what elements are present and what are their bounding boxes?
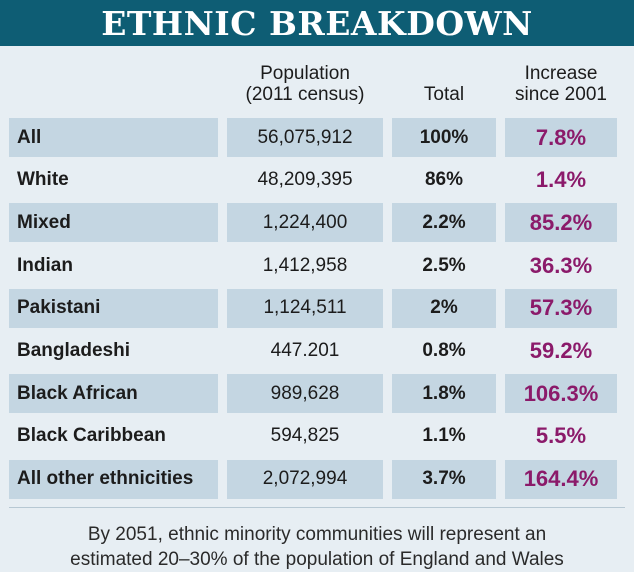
cell-increase: 1.4% [535, 167, 587, 193]
cell-population: 989,628 [227, 374, 383, 414]
cell-increase: 164.4% [505, 459, 617, 499]
header-increase: Increase since 2001 [505, 63, 617, 105]
footnote-line1: By 2051, ethnic minority communities wil… [87, 523, 547, 545]
table-row: Bangladeshi 447.201 0.8% 59.2% [9, 331, 625, 370]
cell-population: 56,075,912 [227, 118, 383, 157]
table-row: Black African 989,628 1.8% 106.3% [9, 374, 625, 414]
cell-population: 1,412,958 [262, 254, 348, 276]
cell-population: 447.201 [270, 339, 340, 361]
cell-increase: 85.2% [505, 203, 617, 243]
cell-total: 2% [392, 288, 496, 328]
cell-group: White [17, 169, 69, 191]
table-row: Indian 1,412,958 2.5% 36.3% [9, 246, 625, 285]
title-bar: ETHNIC BREAKDOWN [0, 0, 634, 46]
cell-group: Indian [17, 254, 73, 276]
table-row: White 48,209,395 86% 1.4% [9, 161, 625, 200]
cell-population: 1,124,511 [227, 288, 383, 328]
cell-group: Mixed [9, 203, 218, 243]
header-population: Population (2011 census) [227, 63, 383, 105]
cell-population: 594,825 [270, 425, 340, 447]
cell-total: 0.8% [422, 339, 466, 361]
cell-total: 3.7% [392, 459, 496, 499]
chart-title: ETHNIC BREAKDOWN [101, 3, 533, 43]
footnote-divider [9, 506, 625, 508]
header-population-line2: (2011 census) [245, 84, 365, 105]
cell-total: 1.1% [422, 425, 466, 447]
cell-increase: 5.5% [535, 423, 587, 449]
table-row: Mixed 1,224,400 2.2% 85.2% [9, 203, 625, 243]
cell-group: Black Caribbean [17, 425, 166, 447]
header-increase-line1: Increase [524, 63, 598, 84]
cell-group: Bangladeshi [17, 339, 130, 361]
footnote: By 2051, ethnic minority communities wil… [0, 522, 634, 572]
cell-increase: 59.2% [529, 337, 593, 363]
table-row: All other ethnicities 2,072,994 3.7% 164… [9, 459, 625, 499]
cell-increase: 106.3% [505, 374, 617, 414]
cell-group: All other ethnicities [9, 459, 218, 499]
cell-total: 86% [424, 169, 464, 191]
table-row: Pakistani 1,124,511 2% 57.3% [9, 288, 625, 328]
footnote-line2: estimated 20–30% of the population of En… [70, 548, 564, 570]
cell-total: 100% [392, 118, 496, 157]
cell-increase: 36.3% [529, 252, 593, 278]
table-row: Black Caribbean 594,825 1.1% 5.5% [9, 417, 625, 456]
cell-increase: 57.3% [505, 288, 617, 328]
cell-group: All [9, 118, 218, 157]
table-header: Population (2011 census) Total Increase … [9, 54, 625, 114]
cell-population: 2,072,994 [227, 459, 383, 499]
cell-increase: 7.8% [505, 118, 617, 157]
header-total: Total [392, 63, 496, 105]
header-total-label: Total [423, 84, 465, 105]
cell-total: 1.8% [392, 374, 496, 414]
cell-population: 1,224,400 [227, 203, 383, 243]
cell-total: 2.2% [392, 203, 496, 243]
table-body: All 56,075,912 100% 7.8% White 48,209,39… [9, 118, 625, 499]
header-increase-line2: since 2001 [515, 84, 607, 105]
data-table: Population (2011 census) Total Increase … [0, 46, 634, 499]
table-row: All 56,075,912 100% 7.8% [9, 118, 625, 157]
header-population-line1: Population [260, 63, 350, 84]
cell-group: Black African [9, 374, 218, 414]
cell-total: 2.5% [422, 254, 466, 276]
cell-group: Pakistani [9, 288, 218, 328]
cell-population: 48,209,395 [257, 169, 353, 191]
